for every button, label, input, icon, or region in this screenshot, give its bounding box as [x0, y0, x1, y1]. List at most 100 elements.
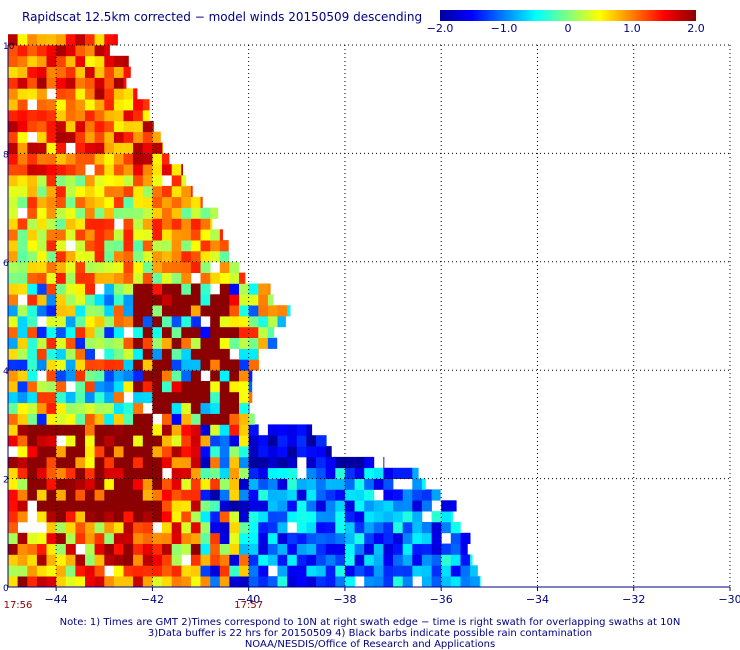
wind-cell	[171, 251, 182, 263]
wind-cell	[75, 576, 86, 588]
wind-cell	[210, 251, 221, 263]
wind-cell	[27, 381, 38, 393]
wind-cell	[142, 435, 153, 447]
wind-cell	[267, 500, 278, 512]
wind-cell	[335, 500, 346, 512]
wind-cell	[460, 576, 471, 588]
wind-cell	[8, 229, 18, 241]
wind-cell	[75, 99, 86, 111]
wind-cell	[181, 316, 192, 328]
wind-cell	[46, 185, 57, 198]
wind-cell	[190, 554, 201, 566]
wind-cell	[94, 196, 105, 208]
wind-cell	[56, 261, 67, 273]
wind-cell	[239, 413, 249, 425]
wind-cell	[152, 435, 163, 447]
wind-cell	[210, 229, 221, 241]
wind-cell	[200, 272, 211, 284]
wind-cell	[65, 522, 76, 534]
wind-cell	[27, 391, 38, 404]
wind-cell	[171, 326, 182, 338]
wind-cell	[113, 99, 124, 111]
wind-cell	[17, 55, 28, 67]
wind-cell	[200, 251, 211, 263]
wind-cell	[450, 565, 461, 577]
wind-cell	[325, 478, 336, 490]
wind-cell	[104, 467, 115, 479]
wind-cell	[133, 511, 144, 523]
wind-cell	[36, 131, 47, 143]
wind-cell	[133, 413, 144, 425]
wind-cell	[402, 511, 413, 523]
wind-cell	[123, 316, 134, 328]
wind-cell	[200, 435, 211, 447]
wind-cell	[229, 305, 240, 317]
wind-cell	[162, 142, 163, 154]
wind-cell	[210, 424, 221, 436]
wind-cell	[56, 467, 67, 479]
wind-cell	[27, 34, 38, 46]
wind-cell	[354, 554, 365, 566]
wind-cell	[171, 511, 182, 523]
wind-cell	[56, 240, 67, 252]
wind-cell	[75, 207, 86, 219]
wind-cell	[113, 456, 124, 469]
wind-cell	[36, 424, 47, 436]
wind-cell	[171, 413, 182, 425]
wind-cell	[46, 576, 57, 588]
wind-cell	[267, 446, 278, 458]
wind-cell	[229, 576, 240, 588]
wind-cell	[325, 532, 336, 544]
wind-cell	[113, 413, 124, 425]
wind-cell	[104, 164, 115, 176]
wind-cell	[142, 240, 153, 252]
wind-cell	[190, 370, 201, 382]
wind-cell	[133, 316, 144, 328]
wind-cell	[27, 543, 38, 555]
wind-cell	[210, 294, 221, 306]
wind-cell	[229, 467, 240, 479]
wind-cell	[190, 240, 201, 252]
wind-cell	[36, 196, 47, 208]
wind-cell	[113, 500, 124, 512]
wind-cell	[171, 229, 182, 241]
wind-cell	[17, 261, 28, 273]
wind-cell	[354, 522, 365, 534]
wind-cell	[75, 348, 86, 360]
wind-cell	[219, 391, 230, 404]
wind-cell	[8, 381, 18, 393]
wind-cell	[335, 576, 346, 588]
wind-cell	[373, 500, 384, 512]
wind-cell	[56, 66, 67, 78]
wind-cell	[219, 511, 230, 523]
wind-cell	[75, 120, 86, 133]
wind-cell	[354, 543, 365, 555]
wind-cell	[306, 532, 317, 544]
wind-cell	[142, 446, 153, 458]
wind-cell	[152, 370, 163, 382]
wind-cell	[56, 88, 67, 100]
wind-cell	[344, 500, 355, 512]
wind-cell	[239, 478, 249, 490]
wind-cell	[200, 478, 211, 490]
wind-cell	[75, 478, 86, 490]
wind-cell	[133, 381, 144, 393]
wind-cell	[85, 522, 95, 534]
wind-cell	[412, 543, 423, 555]
wind-cell	[133, 456, 144, 469]
wind-cell	[8, 370, 18, 382]
wind-cell	[181, 207, 192, 219]
wind-cell	[325, 543, 336, 555]
wind-cell	[94, 391, 105, 404]
wind-cell	[402, 543, 413, 555]
wind-cell	[393, 565, 404, 577]
wind-cell	[104, 370, 115, 382]
wind-cell	[267, 337, 278, 349]
wind-cell	[56, 554, 67, 566]
wind-cell	[171, 207, 182, 219]
wind-cell	[123, 131, 134, 143]
wind-cell	[27, 207, 38, 219]
wind-cell	[219, 283, 230, 295]
wind-cell	[133, 142, 144, 154]
wind-cell	[258, 359, 259, 371]
